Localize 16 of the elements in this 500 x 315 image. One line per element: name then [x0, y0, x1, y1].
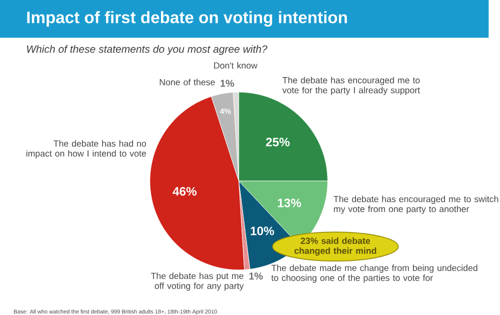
- slice-label: The debate has encouraged me to switch my vote from one party to another: [334, 196, 498, 214]
- data-label: 1%: [249, 272, 263, 280]
- slice-label: The debate has had no impact on how I intend to vote: [26, 140, 146, 159]
- data-label: 25%: [266, 138, 290, 147]
- slice-label: The debate has put me off voting for any party: [150, 272, 244, 291]
- chart-subtitle: Which of these statements do you most agree with?: [27, 45, 268, 56]
- slice-label: None of these: [160, 78, 215, 86]
- chart-title: Impact of first debate on voting intention: [27, 11, 347, 27]
- data-label: 46%: [172, 187, 197, 196]
- slice-label: The debate made me change from being undecided to choosing one of the parties to vote for: [271, 264, 478, 283]
- slice-label: Don't know: [214, 62, 258, 69]
- text: 23% said debate changed their mind: [294, 238, 376, 256]
- data-label: 10%: [250, 226, 274, 236]
- data-label: 1%: [220, 80, 234, 87]
- slice-label: The debate has encouraged me to vote for the party I already support: [282, 77, 420, 96]
- data-label: 13%: [278, 198, 302, 208]
